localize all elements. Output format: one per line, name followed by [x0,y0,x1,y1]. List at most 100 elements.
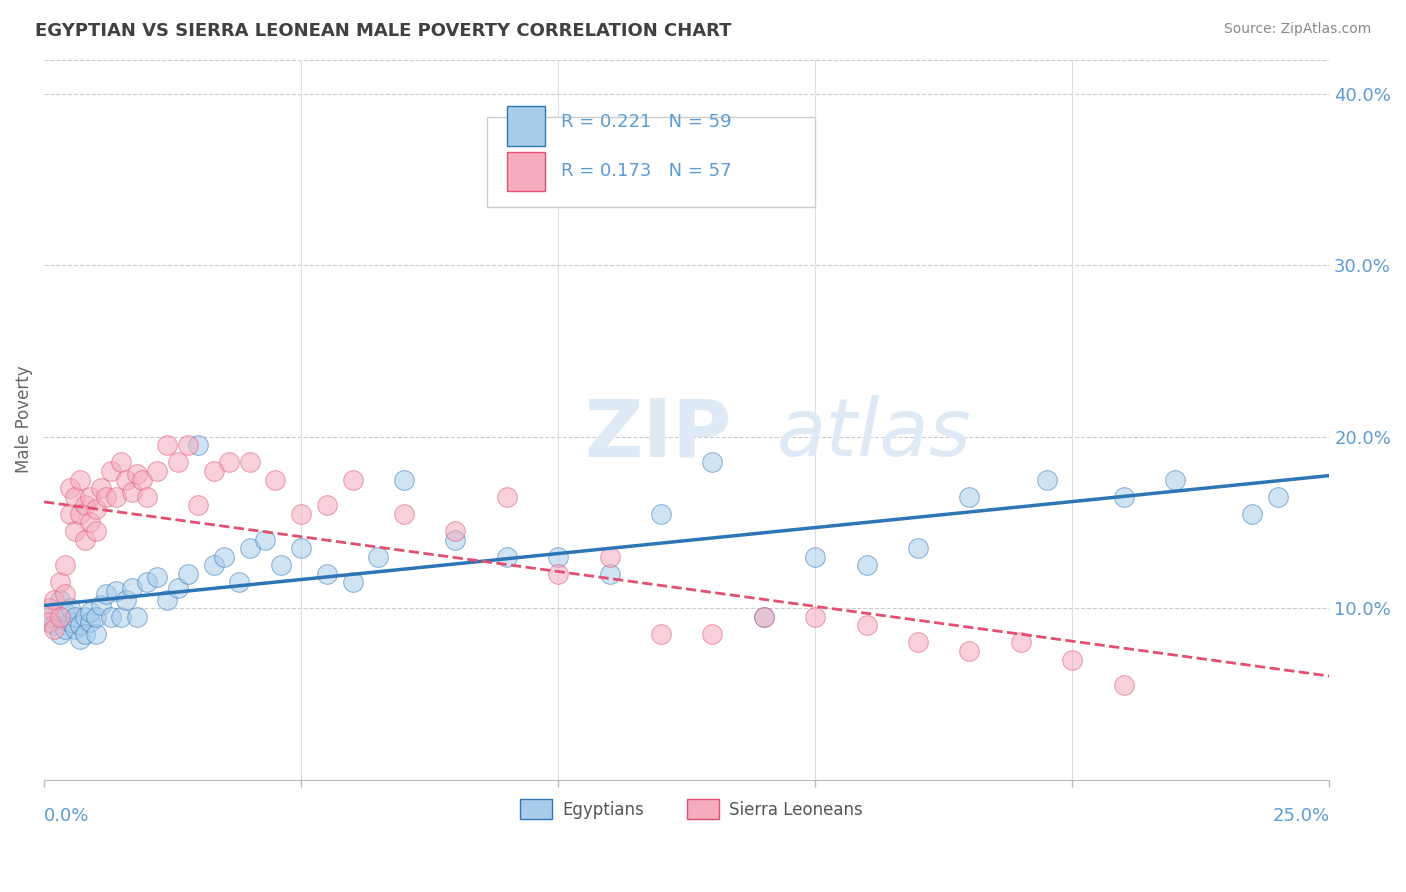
Point [1010,635,1032,649]
Point [290,507,312,521]
Point [38,615,60,629]
Point [90,481,112,495]
Point [650,507,672,521]
Point [44,592,66,607]
Point [63,622,86,636]
Text: ZIP: ZIP [583,395,731,473]
FancyBboxPatch shape [488,117,815,207]
Point [63,490,86,504]
Point [53,622,76,636]
Point [53,587,76,601]
Point [702,627,724,641]
Point [59,481,82,495]
Point [1164,473,1187,487]
Point [855,558,877,573]
Point [957,490,980,504]
Point [177,566,200,581]
Y-axis label: Male Poverty: Male Poverty [15,366,32,474]
Point [100,464,122,478]
Point [166,581,188,595]
Point [1267,490,1289,504]
Point [166,455,188,469]
FancyBboxPatch shape [506,152,546,192]
Point [444,533,467,547]
Point [1112,678,1135,692]
Text: R = 0.173   N = 57: R = 0.173 N = 57 [561,162,731,180]
Point [110,455,132,469]
Text: 0.0%: 0.0% [44,807,90,825]
Point [495,549,517,564]
Point [44,618,66,632]
Point [1035,473,1057,487]
Point [94,587,117,601]
Point [146,570,169,584]
Point [1062,653,1084,667]
Point [702,455,724,469]
FancyBboxPatch shape [686,799,718,819]
Point [84,524,107,538]
Point [342,575,364,590]
Point [100,609,122,624]
Point [79,516,101,530]
Point [69,507,91,521]
Text: 25.0%: 25.0% [1272,807,1329,825]
Point [121,581,143,595]
Text: Sierra Leoneans: Sierra Leoneans [730,801,863,819]
Point [115,473,138,487]
Point [38,609,60,624]
Point [48,575,70,590]
Point [1112,490,1135,504]
Point [1241,507,1264,521]
Point [115,592,138,607]
Point [177,438,200,452]
Point [270,558,292,573]
Point [254,533,277,547]
Point [342,473,364,487]
Point [547,566,569,581]
Point [84,627,107,641]
Point [957,644,980,658]
Text: EGYPTIAN VS SIERRA LEONEAN MALE POVERTY CORRELATION CHART: EGYPTIAN VS SIERRA LEONEAN MALE POVERTY … [35,22,731,40]
Point [59,601,82,615]
Point [367,549,389,564]
Point [187,499,209,513]
Point [495,490,517,504]
Point [202,464,225,478]
Point [121,484,143,499]
Point [444,524,467,538]
Text: Egyptians: Egyptians [562,801,644,819]
Point [53,558,76,573]
Point [69,632,91,646]
Point [59,507,82,521]
Point [110,609,132,624]
Point [75,627,97,641]
Text: atlas: atlas [776,395,972,473]
Point [218,455,240,469]
Point [75,609,97,624]
Text: Source: ZipAtlas.com: Source: ZipAtlas.com [1223,22,1371,37]
Point [105,584,128,599]
Point [804,549,827,564]
Point [63,609,86,624]
Point [135,575,157,590]
Point [907,541,929,556]
Point [599,549,621,564]
Point [156,438,179,452]
Point [202,558,225,573]
Point [38,601,60,615]
Point [63,524,86,538]
Point [105,490,128,504]
Point [59,615,82,629]
Point [264,473,287,487]
Point [239,455,262,469]
Point [75,533,97,547]
Point [79,605,101,619]
Point [79,490,101,504]
Point [315,499,337,513]
Point [94,490,117,504]
Point [69,473,91,487]
Point [125,609,148,624]
Point [146,464,169,478]
Point [44,622,66,636]
Point [650,627,672,641]
